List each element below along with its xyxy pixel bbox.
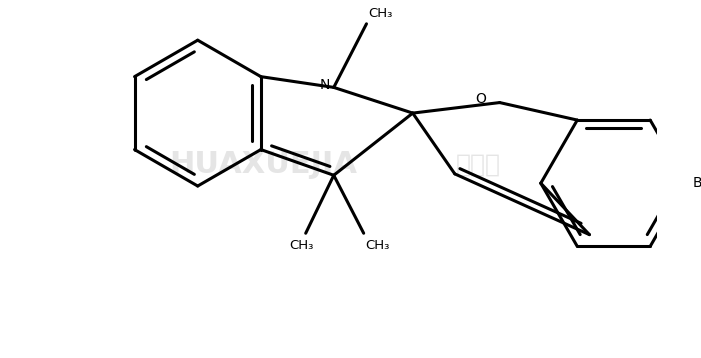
Text: O: O (476, 92, 486, 106)
Text: Br: Br (693, 176, 701, 190)
Text: N: N (320, 78, 330, 92)
Text: 化学加: 化学加 (456, 153, 501, 176)
Text: CH₃: CH₃ (368, 7, 393, 20)
Text: CH₃: CH₃ (365, 239, 390, 252)
Text: CH₃: CH₃ (289, 239, 313, 252)
Text: HUAXUEJIA: HUAXUEJIA (169, 150, 357, 179)
